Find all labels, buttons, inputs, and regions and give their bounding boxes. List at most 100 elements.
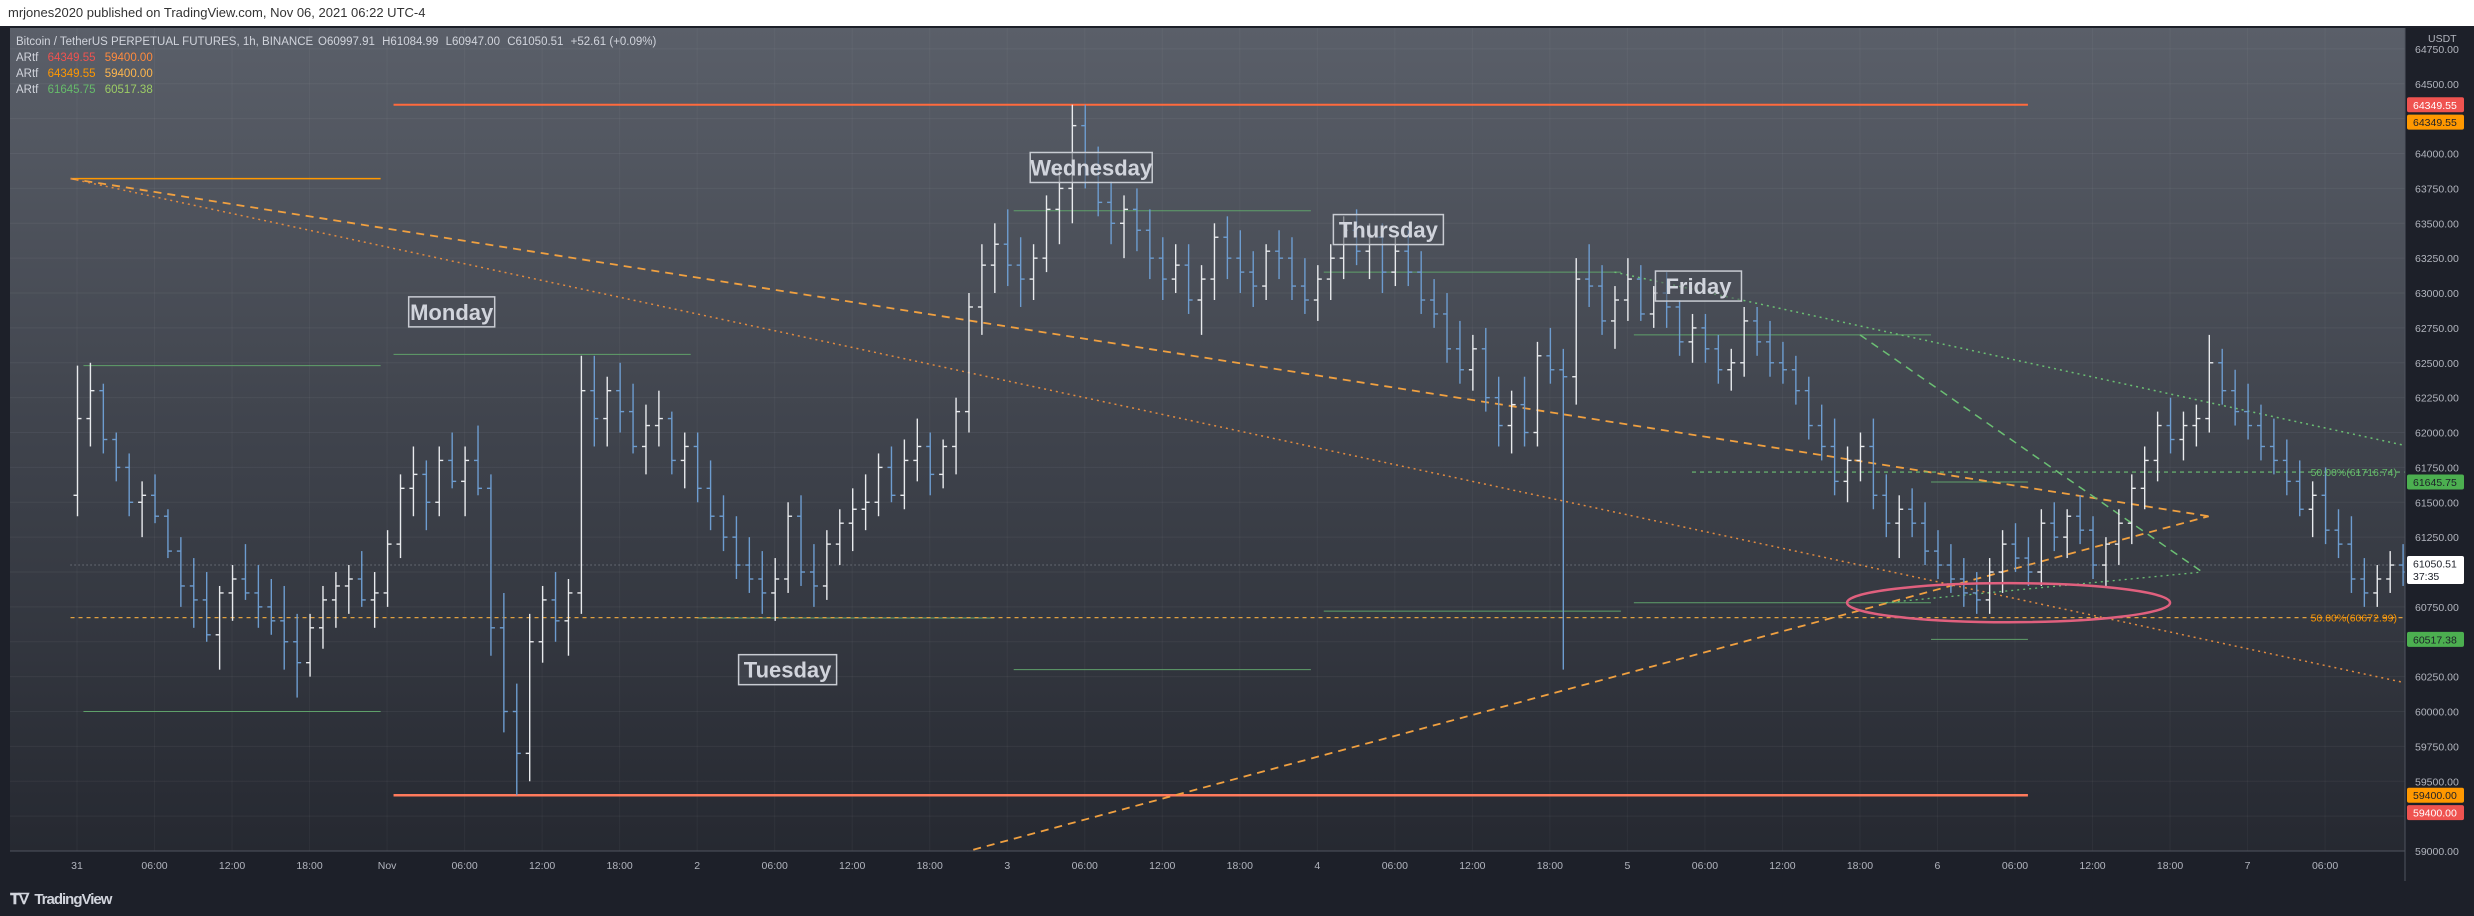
ohlc-bar: [1740, 306, 1749, 377]
ohlc-bar: [758, 551, 767, 614]
ohlc-bars: [73, 104, 2472, 796]
ohlc-bar: [112, 432, 121, 482]
fib-label: 50.00%(61716.74): [2311, 467, 2397, 479]
chart-frame[interactable]: 50.00%(61716.74) 50.00%(60672.99) Monday T…: [10, 28, 2472, 881]
ohlc-bar: [1313, 265, 1322, 321]
ohlc-bar: [1559, 348, 1568, 670]
day-label: Tuesday: [744, 658, 832, 683]
ohlc-bar: [2050, 502, 2059, 552]
trendline: [1885, 571, 2203, 604]
ohlc-bar: [551, 572, 560, 642]
fib-label: 50.00%(60672.99): [2311, 613, 2397, 625]
axes: 64750.0064500.0064250.0064000.0063750.00…: [10, 28, 2466, 881]
ohlc-bar: [2153, 411, 2162, 482]
day-label: Wednesday: [1030, 155, 1153, 180]
ohlc-change: +52.61 (+0.09%): [571, 36, 657, 48]
ohlc-bar: [822, 530, 831, 600]
ohlc-bar: [318, 585, 327, 649]
day-label-box: [407, 296, 496, 328]
price-chart[interactable]: 50.00%(61716.74) 50.00%(60672.99) Monday T…: [10, 28, 2472, 881]
svg-text:O60997.91 H61084.99: O60997.91 H61084.99 L60947.00 C61050.51 …: [318, 36, 657, 48]
ohlc-bar: [1507, 390, 1516, 454]
ohlc-bar: [2308, 481, 2317, 538]
ohlc-bar: [1585, 244, 1594, 307]
y-tick-label: 61750.00: [2415, 462, 2459, 474]
ohlc-bar: [2231, 369, 2240, 426]
indicator-value: 61645.75: [48, 84, 96, 96]
ohlc-bar: [1287, 237, 1296, 301]
tradingview-logo[interactable]: 𝐓∇ TradingView: [10, 884, 117, 916]
ohlc-bar: [1326, 244, 1335, 301]
ohlc-bar: [2205, 334, 2214, 433]
ohlc-bar: [1572, 258, 1581, 405]
ohlc-bar: [1714, 334, 1723, 384]
ohlc-bar: [138, 481, 147, 538]
y-tick-label: 59500.00: [2415, 776, 2459, 788]
ohlc-bar: [693, 432, 702, 503]
ohlc-bar: [1145, 209, 1154, 280]
x-tick-label: 06:00: [2312, 860, 2338, 872]
ohlc-bar: [2192, 404, 2201, 447]
ohlc-bar: [1210, 223, 1219, 301]
ohlc-bar: [1533, 341, 1542, 447]
price-badge-label: 60517.38: [2413, 634, 2457, 646]
ohlc-bar: [590, 355, 599, 447]
ohlc-close: C61050.51: [507, 36, 563, 48]
ohlc-bar: [2114, 509, 2123, 566]
x-tick-label: Nov: [378, 860, 397, 872]
x-tick-label: 06:00: [2002, 860, 2028, 872]
highlight-ellipse: [1845, 581, 2172, 624]
ohlc-bar: [616, 362, 625, 433]
trendlines: [70, 177, 2442, 880]
x-tick-label: 18:00: [2157, 860, 2183, 872]
ohlc-bar: [1120, 195, 1129, 259]
ohlc-bar: [512, 683, 521, 796]
ohlc-bar: [86, 362, 95, 447]
ohlc-bar: [370, 572, 379, 628]
ohlc-bar: [2127, 474, 2136, 545]
x-tick-label: 06:00: [1072, 860, 1098, 872]
ohlc-bar: [344, 565, 353, 614]
ohlc-bar: [719, 495, 728, 552]
ohlc-bar: [848, 488, 857, 552]
ohlc-bar: [202, 572, 211, 642]
ohlc-bar: [641, 404, 650, 475]
ohlc-bar: [1249, 251, 1258, 307]
x-tick-label: 18:00: [296, 860, 322, 872]
x-tick-label: 12:00: [1149, 860, 1175, 872]
ohlc-bar: [900, 439, 909, 510]
x-tick-label: 18:00: [1537, 860, 1563, 872]
ohlc-bar: [2024, 537, 2033, 586]
x-tick-label: 12:00: [1459, 860, 1485, 872]
y-tick-label: 64750.00: [2415, 44, 2459, 56]
ohlc-bar: [1494, 376, 1503, 447]
ohlc-bar: [2037, 509, 2046, 586]
ohlc-bar: [952, 397, 961, 475]
price-badge: [2407, 474, 2464, 490]
ohlc-bar: [125, 453, 134, 517]
ohlc-bar: [2321, 467, 2330, 545]
ohlc-bar: [1520, 376, 1529, 447]
price-badge: [2407, 787, 2464, 803]
ohlc-bar: [1184, 244, 1193, 314]
x-tick-label: 18:00: [917, 860, 943, 872]
price-badge-label: 64349.55: [2413, 100, 2457, 112]
y-tick-label: 62500.00: [2415, 358, 2459, 370]
y-tick-label: 62750.00: [2415, 323, 2459, 335]
ohlc-bar: [1701, 313, 1710, 363]
ohlc-bar: [525, 613, 534, 782]
ohlc-bar: [1610, 286, 1619, 349]
ohlc-bar: [2244, 383, 2253, 440]
ohlc-bar: [1766, 320, 1775, 377]
ohlc-bar: [2386, 551, 2395, 593]
ohlc-bar: [2360, 558, 2369, 607]
x-tick-label: 5: [1624, 860, 1630, 872]
ohlc-bar: [228, 565, 237, 621]
ohlc-bar: [1262, 244, 1271, 301]
price-badge: [2407, 631, 2464, 647]
y-tick-label: 59000.00: [2415, 846, 2459, 858]
ohlc-bar: [1275, 230, 1284, 280]
ohlc-bar: [926, 432, 935, 496]
ohlc-bar: [1623, 258, 1632, 321]
publish-text: mrjones2020 published on TradingView.com…: [8, 5, 426, 20]
